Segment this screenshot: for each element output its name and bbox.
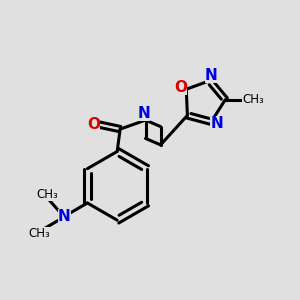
Text: CH₃: CH₃: [28, 227, 50, 240]
Text: O: O: [87, 116, 101, 131]
Text: CH₃: CH₃: [242, 93, 264, 106]
Text: N: N: [138, 106, 150, 121]
Text: N: N: [205, 68, 217, 83]
Text: O: O: [174, 80, 188, 95]
Text: N: N: [210, 116, 223, 131]
Text: N: N: [58, 209, 70, 224]
Text: CH₃: CH₃: [37, 188, 58, 201]
